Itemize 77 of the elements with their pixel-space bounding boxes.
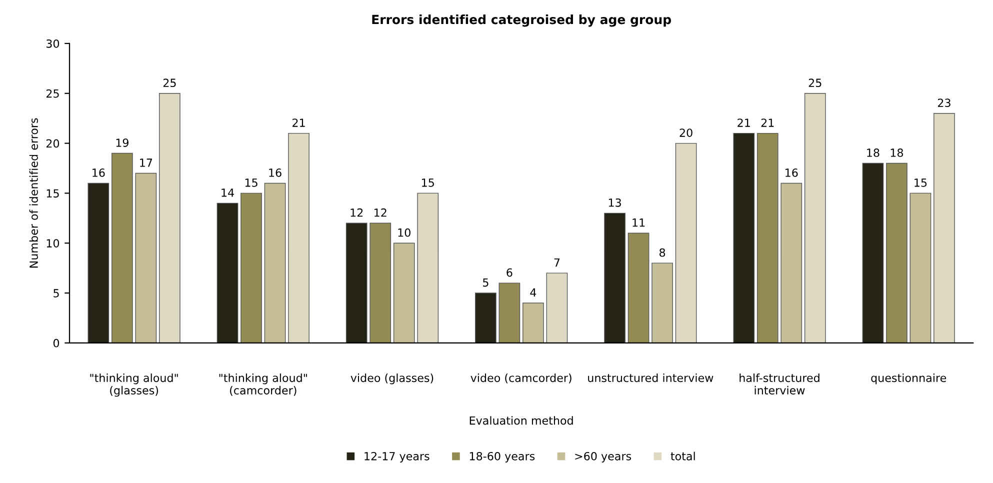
bar	[88, 182, 110, 343]
data-label: 18	[890, 148, 904, 157]
data-label: 25	[163, 78, 176, 88]
chart-title: Errors identified categroised by age group	[372, 14, 672, 27]
data-label: 21	[761, 118, 774, 127]
data-label: 12	[350, 208, 363, 217]
x-tick-label: unstructured interview	[588, 373, 714, 382]
x-axis-title: Evaluation method	[470, 416, 573, 425]
y-tick-label: 30	[46, 39, 60, 48]
y-tick-label: 15	[46, 189, 59, 198]
data-label: 18	[867, 148, 880, 157]
bar	[475, 292, 496, 343]
x-tick-label: "thinking aloud" (camcorder)	[219, 373, 307, 396]
bar	[780, 182, 802, 343]
bar	[370, 222, 392, 343]
legend-label: 12-17 years	[364, 452, 430, 463]
bar	[264, 182, 286, 343]
data-label: 11	[632, 218, 645, 227]
y-tick-label: 25	[46, 89, 59, 98]
y-tick-label: 5	[54, 289, 59, 298]
bar	[240, 192, 262, 343]
x-tick-label: half-structured interview	[740, 373, 820, 395]
data-label: 5	[483, 278, 488, 287]
data-label: 16	[269, 168, 282, 177]
data-label: 16	[786, 168, 798, 177]
data-label: 15	[245, 178, 258, 187]
data-label: 19	[116, 138, 128, 147]
data-label: 15	[914, 178, 927, 187]
bar	[546, 272, 568, 343]
bar	[498, 282, 520, 343]
bar	[756, 132, 778, 343]
data-label: 7	[554, 258, 560, 267]
y-axis-title: Number of identified errors	[29, 118, 38, 268]
bar	[675, 142, 697, 343]
bar	[934, 112, 955, 343]
bar	[886, 162, 908, 343]
data-label: 14	[222, 188, 234, 197]
bar	[216, 202, 238, 343]
bar	[628, 232, 650, 343]
bar	[652, 262, 673, 343]
data-label: 17	[140, 158, 152, 167]
bar	[862, 162, 884, 343]
data-label: 16	[92, 168, 105, 177]
data-label: 25	[808, 78, 822, 88]
data-label: 6	[506, 268, 512, 277]
x-tick-label: video (camcorder)	[470, 373, 572, 384]
bar	[417, 192, 439, 343]
y-tick-label: 10	[46, 239, 60, 248]
data-label: 4	[530, 288, 536, 297]
legend-label: >60 years	[575, 452, 632, 463]
y-tick-label: 20	[46, 139, 60, 148]
legend-label: 18-60 years	[470, 452, 535, 463]
bar	[733, 132, 755, 343]
bar	[604, 212, 626, 343]
bar	[910, 192, 932, 343]
bar	[804, 93, 826, 343]
x-tick-label: questionnaire	[871, 373, 946, 384]
y-tick-label: 0	[53, 338, 60, 348]
bar	[159, 93, 180, 343]
data-label: 12	[374, 208, 386, 217]
data-label: 21	[292, 118, 305, 127]
data-label: 21	[738, 118, 750, 127]
data-label: 10	[398, 228, 410, 237]
data-label: 8	[660, 248, 666, 257]
bar	[288, 132, 310, 343]
legend-label: total	[670, 452, 695, 460]
bar	[522, 302, 544, 343]
bar	[112, 152, 133, 343]
data-label: 20	[680, 128, 692, 137]
data-label: 23	[938, 98, 950, 108]
bar	[135, 172, 157, 343]
data-label: 13	[608, 198, 621, 207]
data-label: 15	[422, 178, 434, 187]
x-tick-label: "thinking aloud" (glasses)	[90, 373, 178, 397]
x-tick-label: video (glasses)	[350, 373, 434, 384]
bar	[393, 242, 415, 343]
bar	[346, 222, 368, 343]
